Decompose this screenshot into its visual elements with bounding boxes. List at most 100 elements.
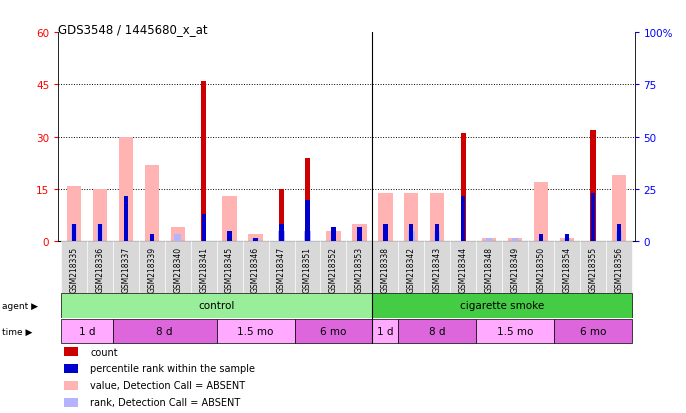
Text: 1 d: 1 d [377, 326, 394, 336]
Bar [305, 200, 309, 242]
Text: GDS3548 / 1445680_x_at: GDS3548 / 1445680_x_at [58, 23, 208, 36]
Bar [119, 138, 133, 242]
Bar [305, 158, 310, 242]
Bar [399, 242, 425, 293]
Text: count: count [90, 347, 117, 357]
Bar [580, 242, 606, 293]
Bar [279, 224, 284, 242]
Bar [217, 319, 294, 343]
Bar [450, 242, 476, 293]
Bar [150, 235, 154, 242]
Bar [97, 224, 102, 242]
Bar [253, 238, 258, 242]
Bar [305, 231, 311, 242]
Text: GSM218345: GSM218345 [225, 246, 234, 292]
Text: 6 mo: 6 mo [580, 326, 606, 336]
Text: GSM218336: GSM218336 [95, 246, 104, 292]
Bar [202, 214, 206, 242]
Bar [408, 231, 414, 242]
Bar [616, 231, 622, 242]
Bar [294, 319, 372, 343]
Text: GSM218346: GSM218346 [251, 246, 260, 292]
Text: GSM218339: GSM218339 [147, 246, 156, 292]
Bar [87, 242, 113, 293]
Bar [64, 381, 78, 390]
Bar [508, 238, 522, 242]
Bar [512, 238, 519, 242]
Text: 1.5 mo: 1.5 mo [497, 326, 533, 336]
Bar [617, 224, 621, 242]
Bar [606, 242, 632, 293]
Bar [201, 82, 206, 242]
Bar [294, 242, 320, 293]
Text: 1.5 mo: 1.5 mo [237, 326, 274, 336]
Bar [476, 242, 502, 293]
Text: value, Detection Call = ABSENT: value, Detection Call = ABSENT [90, 380, 245, 390]
Text: percentile rank within the sample: percentile rank within the sample [90, 363, 255, 374]
Bar [64, 347, 78, 356]
Text: control: control [198, 301, 235, 311]
Bar [248, 235, 263, 242]
Bar [279, 231, 285, 242]
Bar [279, 190, 284, 242]
Bar [383, 224, 388, 242]
Bar [71, 224, 77, 242]
Text: GSM218348: GSM218348 [485, 246, 494, 292]
Bar [320, 242, 346, 293]
Bar [165, 242, 191, 293]
Bar [378, 193, 392, 242]
Bar [64, 364, 78, 373]
Bar [534, 183, 548, 242]
Bar [217, 242, 243, 293]
Bar [612, 176, 626, 242]
Text: 6 mo: 6 mo [320, 326, 346, 336]
Bar [61, 293, 372, 318]
Text: GSM218342: GSM218342 [407, 246, 416, 292]
Bar [409, 224, 414, 242]
Bar [430, 193, 445, 242]
Bar [372, 293, 632, 318]
Bar [113, 242, 139, 293]
Text: rank, Detection Call = ABSENT: rank, Detection Call = ABSENT [90, 397, 240, 407]
Bar [222, 197, 237, 242]
Bar [93, 190, 107, 242]
Bar [327, 231, 340, 242]
Bar [331, 228, 335, 242]
Text: GSM218344: GSM218344 [459, 246, 468, 292]
Text: time ▶: time ▶ [2, 327, 32, 336]
Bar [113, 319, 217, 343]
Text: GSM218351: GSM218351 [303, 246, 312, 292]
Text: cigarette smoke: cigarette smoke [460, 301, 544, 311]
Bar [353, 224, 366, 242]
Text: GSM218337: GSM218337 [121, 246, 130, 292]
Bar [228, 231, 232, 242]
Bar [591, 131, 595, 242]
Bar [461, 197, 465, 242]
Bar [174, 235, 181, 242]
Bar [346, 242, 372, 293]
Bar [564, 238, 570, 242]
Bar [399, 319, 476, 343]
Text: GSM218343: GSM218343 [433, 246, 442, 292]
Text: GSM218356: GSM218356 [615, 246, 624, 292]
Bar [372, 242, 399, 293]
Text: GSM218355: GSM218355 [589, 246, 598, 292]
Bar [61, 242, 87, 293]
Text: GSM218347: GSM218347 [277, 246, 286, 292]
Bar [243, 242, 268, 293]
Bar [482, 238, 497, 242]
Text: 1 d: 1 d [79, 326, 95, 336]
Text: GSM218350: GSM218350 [536, 246, 545, 292]
Bar [139, 242, 165, 293]
Text: GSM218353: GSM218353 [355, 246, 364, 292]
Bar [123, 197, 128, 242]
Bar [434, 231, 440, 242]
Bar [67, 186, 81, 242]
Bar [97, 224, 103, 242]
Text: 8 d: 8 d [429, 326, 445, 336]
Bar [502, 242, 528, 293]
Bar [539, 235, 543, 242]
Bar [528, 242, 554, 293]
Bar [425, 242, 450, 293]
Bar [404, 193, 418, 242]
